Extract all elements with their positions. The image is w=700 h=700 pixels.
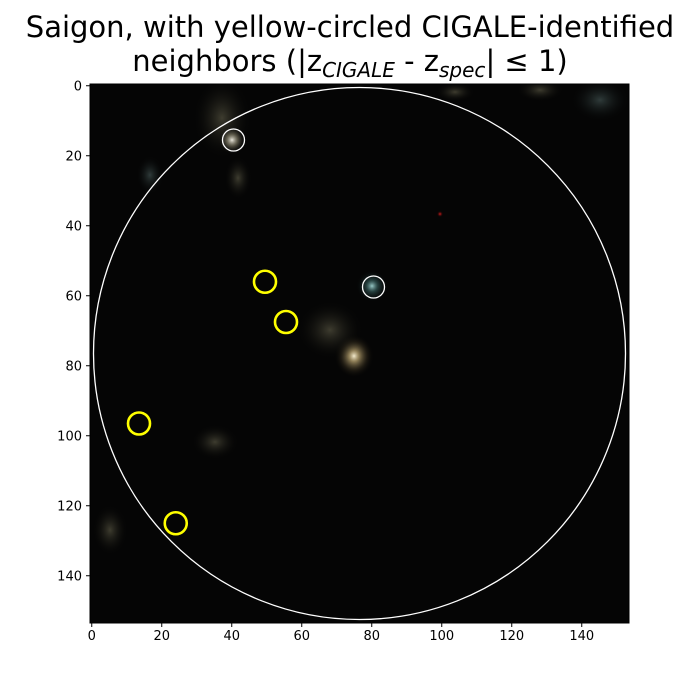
diffuse-glow xyxy=(224,156,252,200)
search-aperture-circle xyxy=(92,86,627,621)
x-tick-label: 0 xyxy=(88,629,96,644)
diffuse-glow xyxy=(435,84,475,102)
red-artifact xyxy=(437,211,443,217)
plot-title-line2: neighbors (|zCIGALE - zspec| ≤ 1) xyxy=(0,44,700,81)
y-tick-label: 120 xyxy=(57,499,82,514)
title-prefix: neighbors (|z xyxy=(132,44,323,78)
x-tick-label: 140 xyxy=(569,629,594,644)
plot-title-line1: Saigon, with yellow-circled CIGALE-ident… xyxy=(25,10,675,44)
title-subscript-spec: spec xyxy=(439,58,486,82)
title-middle: - z xyxy=(394,44,440,78)
diffuse-glow xyxy=(191,424,239,460)
x-axis: 0 20 40 60 80 100 120 140 xyxy=(88,623,594,644)
white-circle-marker xyxy=(221,128,246,152)
diffuse-glow xyxy=(92,504,128,556)
yellow-circle-marker xyxy=(163,510,189,536)
diffuse-glow xyxy=(136,155,164,195)
x-tick-label: 40 xyxy=(223,629,240,644)
title-suffix: | ≤ 1) xyxy=(485,44,568,78)
yellow-circle-marker xyxy=(273,309,299,335)
x-tick-label: 20 xyxy=(153,629,170,644)
y-tick-label: 40 xyxy=(65,219,82,234)
diffuse-glow xyxy=(516,84,564,102)
y-tick-label: 0 xyxy=(74,79,82,94)
diffuse-glow xyxy=(296,300,364,360)
y-tick-label: 60 xyxy=(65,289,82,304)
y-tick-label: 140 xyxy=(57,569,82,584)
overlay-markers xyxy=(92,86,627,621)
white-circle-marker xyxy=(361,275,386,299)
y-tick-label: 20 xyxy=(65,149,82,164)
title-subscript-cigale: CIGALE xyxy=(322,58,395,82)
x-tick-label: 120 xyxy=(499,629,524,644)
yellow-circle-marker xyxy=(126,411,152,436)
diffuse-glow xyxy=(570,84,629,122)
x-tick-label: 100 xyxy=(429,629,454,644)
yellow-circle-marker xyxy=(252,269,278,295)
y-axis: 0 20 40 60 80 100 120 140 xyxy=(57,79,90,584)
y-tick-label: 80 xyxy=(65,359,82,374)
source-blob xyxy=(356,270,388,302)
y-tick-label: 100 xyxy=(57,429,82,444)
x-tick-label: 60 xyxy=(293,629,310,644)
axes-frame xyxy=(89,83,630,624)
x-tick-label: 80 xyxy=(363,629,380,644)
